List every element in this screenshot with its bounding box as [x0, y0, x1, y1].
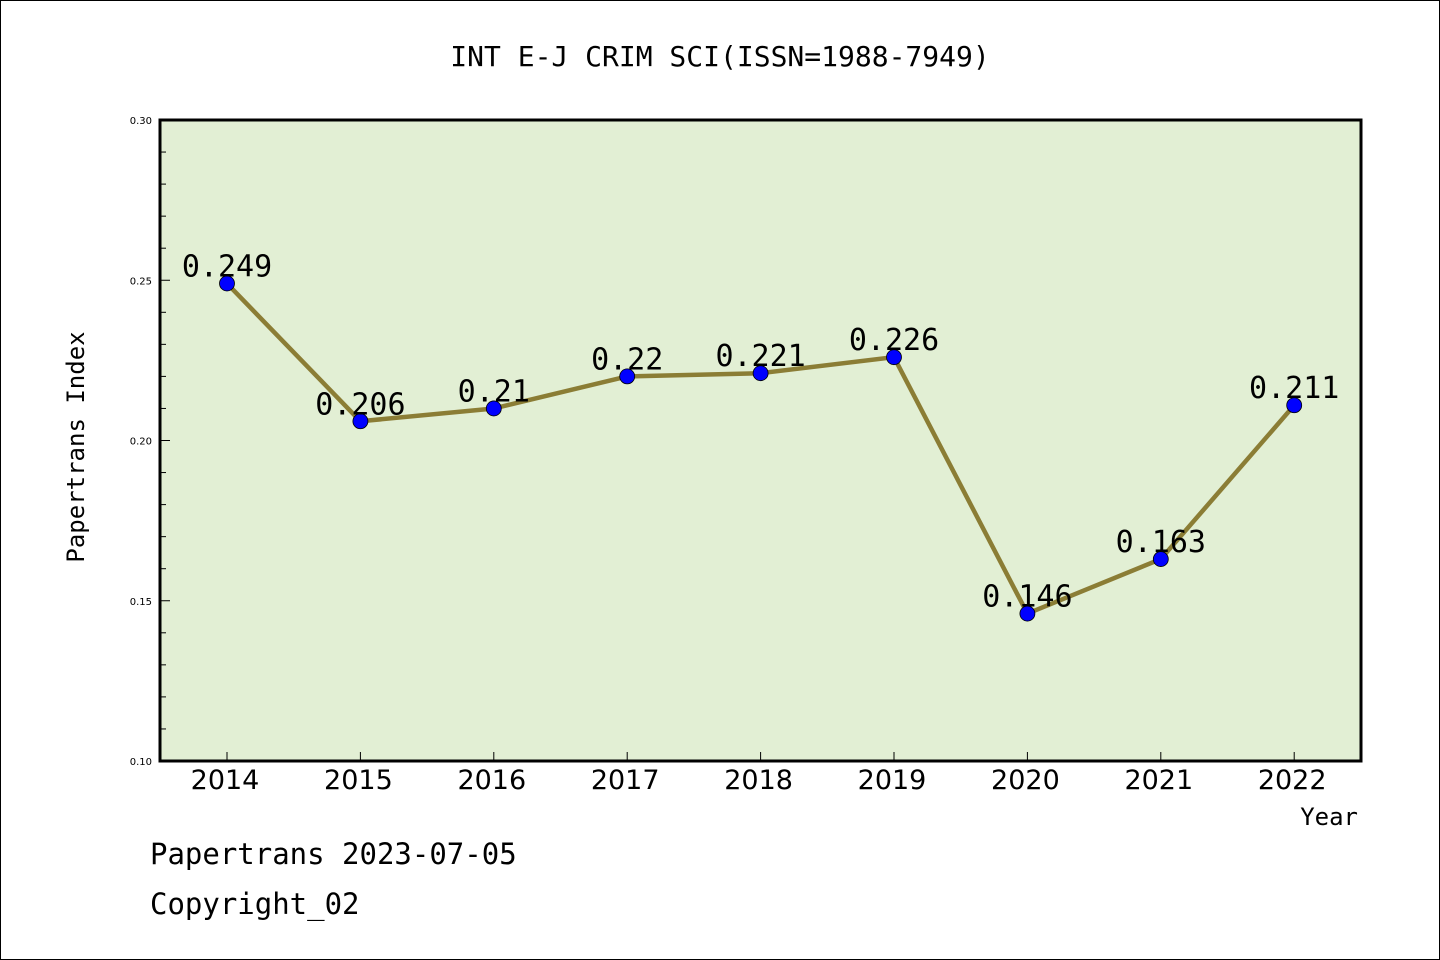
data-point: [886, 349, 902, 366]
data-label: 0.163: [1116, 525, 1206, 560]
x-tick-label: 2015: [324, 765, 393, 796]
data-label: 0.22: [591, 342, 663, 377]
data-point: [1019, 605, 1036, 622]
x-tick-label: 2014: [191, 765, 260, 796]
data-label: 0.226: [849, 323, 939, 358]
data-point: [352, 413, 369, 430]
y-tick-label: 0.25: [130, 276, 152, 287]
x-tick-label: 2016: [457, 765, 526, 796]
x-tick-label: 2021: [1124, 765, 1193, 796]
x-tick-label: 2018: [724, 765, 793, 796]
x-tick-label: 2022: [1258, 765, 1327, 796]
data-point: [219, 275, 235, 292]
y-tick-label: 0.15: [130, 597, 152, 608]
x-tick-label: 2019: [858, 765, 927, 796]
data-label: 0.221: [715, 339, 805, 374]
y-axis-label: Papertrans Index: [62, 331, 90, 562]
footer-copyright: Copyright_02: [150, 887, 360, 922]
data-points: [219, 275, 1303, 622]
footer-date: Papertrans 2023-07-05: [150, 837, 517, 871]
x-tick-label: 2020: [991, 765, 1060, 796]
data-point: [1152, 551, 1169, 567]
data-label: 0.206: [315, 387, 405, 422]
plot-border: [158, 118, 1363, 763]
data-label: 0.211: [1249, 371, 1339, 406]
x-axis: 2014 2015 2016 2017 2018 2019 2020 2021 2022: [191, 752, 1327, 796]
data-label: 0.249: [182, 249, 272, 284]
data-point: [619, 368, 636, 385]
plot-area: [160, 120, 1361, 761]
data-point: [485, 400, 502, 417]
data-label: 0.146: [982, 580, 1072, 615]
x-tick-label: 2017: [591, 765, 660, 796]
y-tick-label: 0.30: [130, 116, 152, 127]
data-labels: 0.249 0.206 0.21 0.22 0.221 0.226 0.146 0.163 0.…: [182, 249, 1340, 614]
data-label: 0.21: [458, 374, 530, 409]
data-point: [1286, 397, 1303, 414]
x-axis-label: Year: [1300, 803, 1358, 831]
y-tick-label: 0.20: [130, 437, 152, 448]
data-point: [752, 365, 769, 382]
chart-title: INT E-J CRIM SCI(ISSN=1988-7949): [450, 40, 989, 73]
y-tick-label: 0.10: [130, 757, 152, 768]
